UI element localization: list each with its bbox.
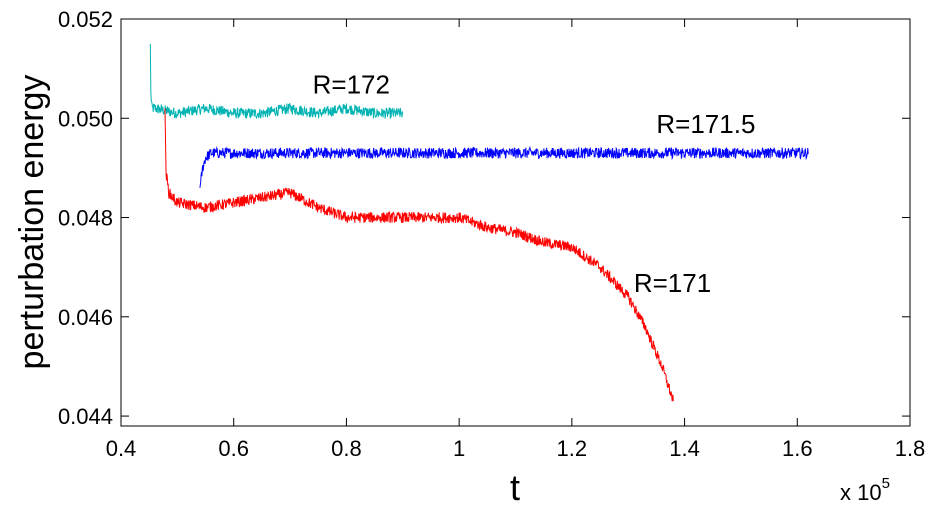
x-multiplier-exponent: 5 xyxy=(882,475,890,492)
plot-frame xyxy=(120,18,911,427)
series-layer xyxy=(149,43,809,402)
series-line-r-171 xyxy=(164,108,674,402)
x-multiplier-base: x 10 xyxy=(840,480,882,505)
series-annotation: R=171.5 xyxy=(656,109,755,139)
x-tick-label: 0.6 xyxy=(218,436,249,461)
series-annotation: R=171 xyxy=(634,268,711,298)
x-tick-label: 0.8 xyxy=(331,436,362,461)
x-tick-label: 0.4 xyxy=(106,436,137,461)
x-tick-label: 1.8 xyxy=(895,436,926,461)
x-multiplier-label: x 105 xyxy=(840,475,890,505)
x-tick-label: 1.6 xyxy=(782,436,813,461)
y-tick-label: 0.048 xyxy=(58,206,113,231)
y-tick-label: 0.044 xyxy=(58,404,113,429)
x-axis-title: t xyxy=(510,467,520,508)
plot-area xyxy=(121,19,910,426)
series-annotation: R=172 xyxy=(313,69,390,99)
x-tick-label: 1.2 xyxy=(557,436,588,461)
series-line-r-172 xyxy=(149,43,404,120)
y-tick-label: 0.052 xyxy=(58,7,113,32)
y-tick-label: 0.046 xyxy=(58,305,113,330)
y-tick-label: 0.050 xyxy=(58,106,113,131)
y-axis-title: perturbation energy xyxy=(13,75,51,370)
series-line-r-171-5 xyxy=(199,145,809,188)
x-tick-label: 1.4 xyxy=(669,436,700,461)
annotation-layer: R=172 R=171.5 R=171 xyxy=(313,69,756,298)
x-tick-label: 1 xyxy=(453,436,465,461)
tick-layer: 0.4 0.6 0.8 1 1.2 1.4 1.6 1.8 0.044 0.046 0.048 0.0… xyxy=(58,7,925,461)
